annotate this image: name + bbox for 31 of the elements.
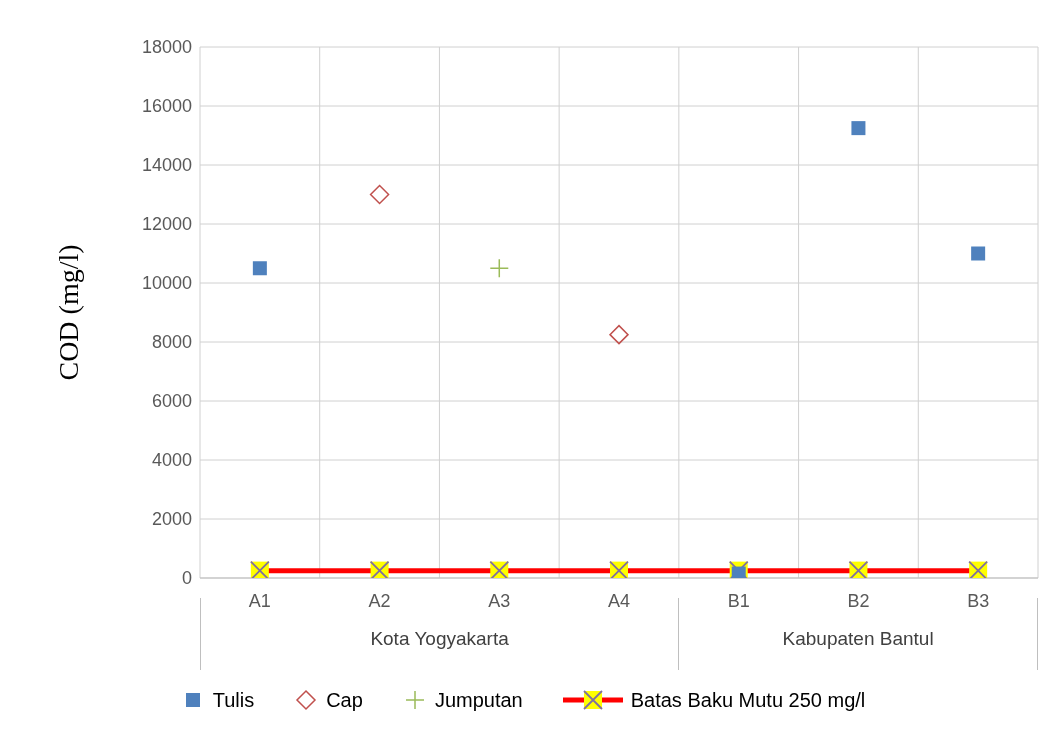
- y-tick-label: 16000: [141, 96, 192, 117]
- y-tick-label: 12000: [141, 214, 192, 235]
- y-tick-label: 6000: [151, 391, 192, 412]
- y-axis-title: COD (mg/l): [52, 244, 84, 381]
- legend-label: Cap: [326, 688, 363, 712]
- x-tick-label: B2: [847, 590, 870, 611]
- y-tick-label: 18000: [141, 37, 192, 58]
- legend-label: Jumputan: [434, 688, 523, 712]
- point: [851, 121, 866, 136]
- text: Kabupaten Bantul: [782, 628, 934, 649]
- y-tick-label: 10000: [141, 273, 192, 294]
- point: [252, 261, 267, 276]
- point: [971, 246, 986, 261]
- x-tick-label: B1: [727, 590, 750, 611]
- point: [731, 566, 746, 578]
- legend-label: Batas Baku Mutu 250 mg/l: [630, 688, 866, 712]
- point: [489, 258, 510, 278]
- y-tick-label: 8000: [151, 332, 192, 353]
- x-tick-label: A2: [368, 590, 391, 611]
- y-tick-label: 2000: [151, 509, 192, 530]
- x-tick-label: A4: [607, 590, 631, 611]
- text: Kota Yogyakarta: [370, 628, 509, 649]
- y-tick-label: 4000: [151, 450, 192, 471]
- y-tick-label: 14000: [141, 155, 192, 176]
- legend-label: Tulis: [212, 688, 255, 712]
- x-tick-label: B3: [967, 590, 990, 611]
- y-tick-label: 0: [181, 568, 192, 589]
- point: [369, 184, 390, 205]
- x-tick-label: A1: [248, 590, 271, 611]
- point: [609, 324, 629, 345]
- x-tick-label: A3: [488, 590, 511, 611]
